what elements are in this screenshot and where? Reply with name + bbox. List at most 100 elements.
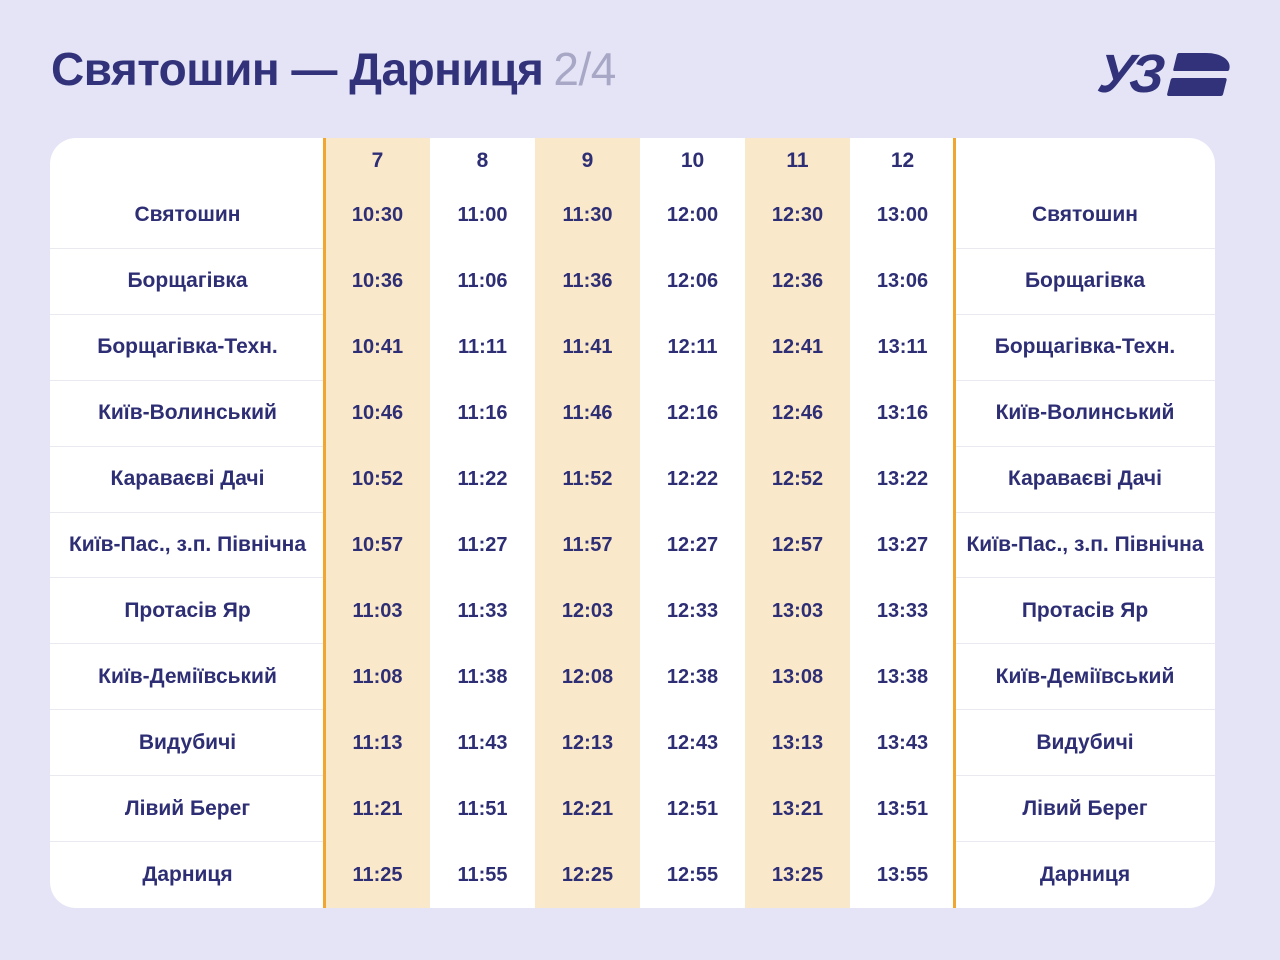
station-cell-left: Борщагівка [50, 249, 325, 315]
route-title: Святошин — Дарниця [51, 43, 544, 95]
train-number-header-8: 8 [476, 148, 489, 172]
time-cell-train-12: 13:38 [876, 665, 929, 688]
time-cell-train-9: 12:13 [535, 710, 640, 777]
time-cell-train-7: 11:03 [325, 578, 430, 645]
page-title: Святошин — Дарниця 2/4 [51, 42, 616, 96]
station-cell-right: Дарниця [1039, 863, 1131, 887]
station-cell-left: Борщагівка-Техн. [50, 315, 325, 381]
time-cell-train-7: 10:41 [325, 314, 430, 381]
station-cell-left: Лівий Берег [50, 776, 325, 843]
time-cell-train-8: 11:27 [457, 533, 508, 556]
time-cell-train-12: 13:06 [876, 270, 929, 293]
time-cell-train-10: 12:00 [666, 204, 719, 227]
timetable-card: 7 8 9 10 11 12 Святошин 10:30 11:00 11:30 12:00 12:… [50, 138, 1215, 908]
time-cell-train-10: 12:55 [666, 863, 719, 886]
uz-railways-logo: УЗ [1095, 44, 1234, 104]
time-cell-train-11: 12:30 [745, 183, 850, 249]
station-cell-left: Святошин [50, 183, 325, 249]
time-cell-train-9: 12:25 [535, 842, 640, 908]
station-cell-right: Караваєві Дачі [955, 447, 1215, 513]
time-cell-train-8: 11:11 [458, 336, 507, 359]
train-number-header-9: 9 [535, 138, 640, 183]
orange-divider-right [953, 138, 956, 908]
time-cell-train-8: 11:16 [457, 402, 508, 425]
time-cell-train-9: 12:21 [535, 776, 640, 843]
station-cell-right: Святошин [955, 183, 1215, 249]
time-cell-train-10: 12:11 [667, 336, 718, 359]
time-cell-train-10: 12:06 [666, 270, 719, 293]
time-cell-train-8: 11:51 [457, 797, 508, 820]
time-cell-train-11: 12:52 [745, 446, 850, 513]
station-cell-right: Київ-Пас., з.п. Північна [955, 513, 1215, 579]
time-cell-train-8: 11:43 [457, 731, 508, 754]
station-cell-left: Протасів Яр [50, 578, 325, 645]
train-number-header-12: 12 [890, 148, 915, 172]
time-cell-train-7: 11:21 [325, 776, 430, 843]
station-cell-right: Київ-Деміївський [955, 644, 1215, 711]
station-header-left [50, 138, 325, 183]
time-cell-train-10: 12:43 [666, 731, 719, 754]
time-cell-train-8: 11:00 [457, 204, 508, 227]
time-cell-train-11: 12:36 [745, 248, 850, 315]
train-number-header-11: 11 [745, 138, 850, 183]
time-cell-train-9: 11:30 [535, 183, 640, 249]
time-cell-train-10: 12:27 [666, 533, 719, 556]
time-cell-train-11: 13:21 [745, 776, 850, 843]
time-cell-train-11: 13:08 [745, 644, 850, 711]
station-cell-right: Борщагівка [955, 249, 1215, 315]
time-cell-train-12: 13:43 [876, 731, 929, 754]
time-cell-train-7: 10:52 [325, 446, 430, 513]
train-number-header-10: 10 [680, 148, 705, 172]
time-cell-train-9: 12:08 [535, 644, 640, 711]
time-cell-train-7: 11:25 [325, 842, 430, 908]
time-cell-train-11: 12:41 [745, 314, 850, 381]
time-cell-train-10: 12:22 [666, 468, 719, 491]
time-cell-train-10: 12:33 [666, 599, 719, 622]
time-cell-train-12: 13:33 [876, 599, 929, 622]
time-cell-train-7: 11:08 [325, 644, 430, 711]
time-cell-train-9: 12:03 [535, 578, 640, 645]
station-cell-left: Караваєві Дачі [50, 447, 325, 513]
time-cell-train-11: 13:03 [745, 578, 850, 645]
time-cell-train-12: 13:16 [876, 402, 929, 425]
time-cell-train-12: 13:27 [876, 533, 929, 556]
time-cell-train-9: 11:46 [535, 380, 640, 447]
time-cell-train-9: 11:52 [535, 446, 640, 513]
time-cell-train-10: 12:16 [666, 402, 719, 425]
time-cell-train-12: 13:22 [876, 468, 929, 491]
time-cell-train-10: 12:38 [666, 665, 719, 688]
time-cell-train-8: 11:33 [457, 599, 508, 622]
station-cell-left: Видубичі [50, 710, 325, 777]
time-cell-train-7: 10:46 [325, 380, 430, 447]
time-cell-train-8: 11:55 [457, 863, 508, 886]
station-cell-left: Київ-Пас., з.п. Північна [50, 513, 325, 579]
time-cell-train-9: 11:41 [535, 314, 640, 381]
time-cell-train-12: 13:00 [876, 204, 929, 227]
station-cell-left: Київ-Деміївський [50, 644, 325, 711]
station-cell-left: Київ-Волинський [50, 381, 325, 447]
time-cell-train-7: 10:57 [325, 512, 430, 579]
time-cell-train-8: 11:06 [457, 270, 508, 293]
station-cell-right: Борщагівка-Техн. [955, 315, 1215, 381]
time-cell-train-9: 11:36 [535, 248, 640, 315]
time-cell-train-11: 13:13 [745, 710, 850, 777]
time-cell-train-7: 10:30 [325, 183, 430, 249]
time-cell-train-12: 13:55 [876, 863, 929, 886]
time-cell-train-7: 11:13 [325, 710, 430, 777]
time-cell-train-12: 13:11 [877, 336, 928, 359]
station-cell-left: Дарниця [142, 863, 233, 887]
train-number-header-7: 7 [325, 138, 430, 183]
time-cell-train-12: 13:51 [876, 797, 929, 820]
time-cell-train-9: 11:57 [535, 512, 640, 579]
station-cell-right: Лівий Берег [955, 776, 1215, 843]
time-cell-train-11: 12:46 [745, 380, 850, 447]
station-cell-right: Київ-Волинський [955, 381, 1215, 447]
train-emblem-icon [1166, 52, 1234, 96]
time-cell-train-11: 12:57 [745, 512, 850, 579]
orange-divider-left [323, 138, 326, 908]
station-header-right [955, 138, 1215, 183]
time-cell-train-11: 13:25 [745, 842, 850, 908]
station-cell-right: Протасів Яр [955, 578, 1215, 645]
time-cell-train-8: 11:22 [457, 468, 508, 491]
